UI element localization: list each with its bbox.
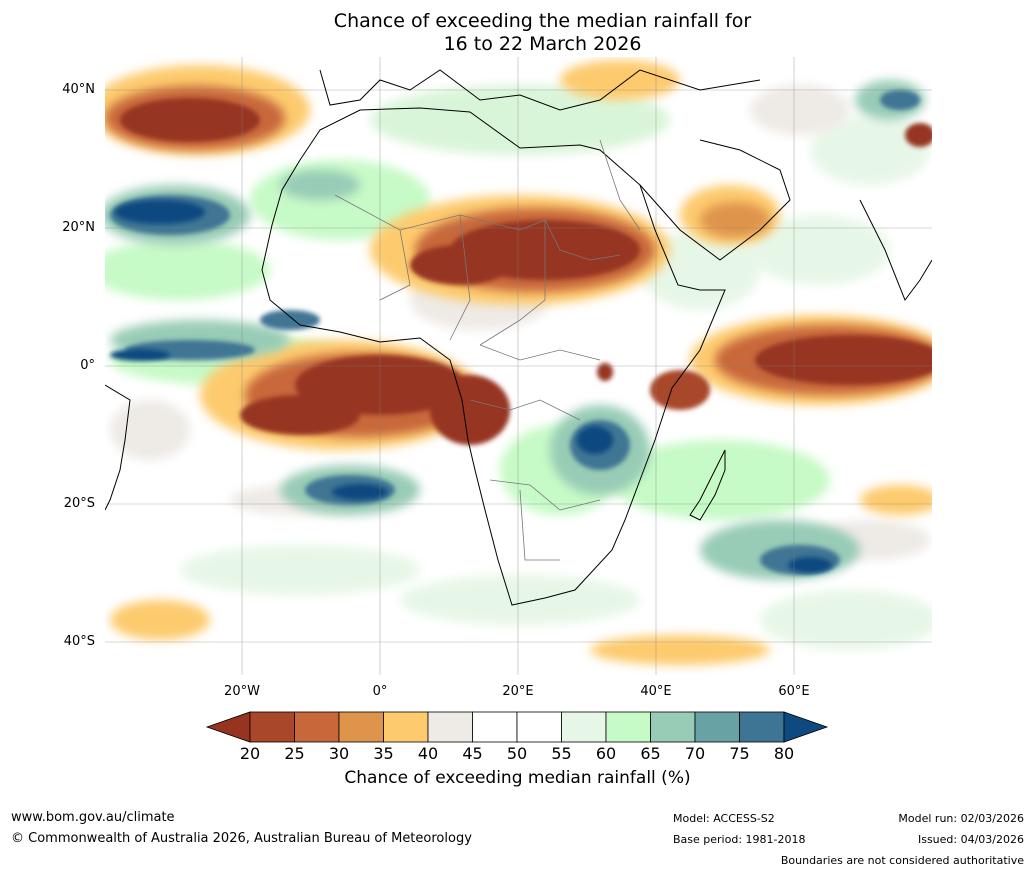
- colorbar-tick-75: 75: [729, 744, 750, 763]
- colorbar-cell-45-50: [472, 711, 518, 743]
- probability-field: [105, 60, 932, 665]
- europe-coastline: [319, 69, 761, 111]
- coastlines: [105, 69, 932, 606]
- lat-label-20s: 20°S: [63, 496, 95, 511]
- footer-model: Model: ACCESS-S2: [673, 812, 775, 825]
- colorbar-cell-35-40: [383, 711, 429, 743]
- colorbar-tick-60: 60: [595, 744, 617, 763]
- colorbar-cell-40-45: [427, 711, 473, 743]
- colorbar-cell-55-60: [561, 711, 607, 743]
- colorbar-tick-65: 65: [640, 744, 661, 763]
- lat-label-20n: 20°N: [62, 220, 95, 235]
- colorbar-cell-75-80: [739, 711, 785, 743]
- colorbar-tick-25: 25: [284, 744, 305, 763]
- colorbar-cell-30-35: [338, 711, 384, 743]
- lon-label-20w: 20°W: [224, 684, 260, 699]
- colorbar-tick-40: 40: [417, 744, 439, 763]
- lat-label-40n: 40°N: [62, 82, 95, 97]
- footer-base-period: Base period: 1981-2018: [673, 833, 806, 846]
- colorbar-right-arrow: [783, 711, 829, 743]
- colorbar-cell-25-30: [294, 711, 340, 743]
- madagascar-coastline: [689, 449, 726, 521]
- footer-url[interactable]: www.bom.gov.au/climate: [11, 810, 175, 825]
- south-america-coastline: [105, 384, 131, 511]
- colorbar-cell-50-55: [516, 711, 562, 743]
- colorbar-tick-70: 70: [684, 744, 706, 763]
- footer-disclaimer: Boundaries are not considered authoritat…: [780, 854, 1024, 867]
- colorbar-cell-20-25: [249, 711, 295, 743]
- map-title-line1: Chance of exceeding the median rainfall …: [333, 10, 752, 32]
- country-boundaries: [334, 139, 641, 561]
- colorbar-tick-55: 55: [551, 744, 572, 763]
- map-plot-area: [105, 57, 932, 675]
- graticule: [105, 57, 932, 675]
- colorbar-tick-20: 20: [239, 744, 261, 763]
- lat-label-0: 0°: [80, 358, 95, 373]
- lat-label-40s: 40°S: [63, 634, 95, 649]
- footer-issued: Issued: 04/03/2026: [917, 833, 1024, 846]
- india-coastline: [859, 199, 932, 302]
- map-title-line2: 16 to 22 March 2026: [443, 33, 642, 55]
- colorbar-tick-50: 50: [506, 744, 528, 763]
- colorbar-cell-65-70: [650, 711, 696, 743]
- footer-model-run: Model run: 02/03/2026: [898, 812, 1024, 825]
- arabia-coastline: [639, 139, 791, 261]
- colorbar-tick-35: 35: [373, 744, 394, 763]
- colorbar-left-arrow: [205, 711, 251, 743]
- colorbar: [205, 711, 829, 743]
- africa-coastline: [261, 107, 726, 606]
- colorbar-cell-60-65: [605, 711, 651, 743]
- colorbar-tick-80: 80: [773, 744, 795, 763]
- lon-label-0: 0°: [372, 684, 388, 699]
- colorbar-title: Chance of exceeding median rainfall (%): [344, 768, 691, 788]
- lon-label-40e: 40°E: [640, 684, 672, 699]
- colorbar-tick-30: 30: [328, 744, 350, 763]
- colorbar-cell-70-75: [694, 711, 740, 743]
- footer-copyright: © Commonwealth of Australia 2026, Austra…: [11, 831, 472, 846]
- lon-label-60e: 60°E: [778, 684, 810, 699]
- lon-label-20e: 20°E: [502, 684, 534, 699]
- colorbar-tick-45: 45: [462, 744, 483, 763]
